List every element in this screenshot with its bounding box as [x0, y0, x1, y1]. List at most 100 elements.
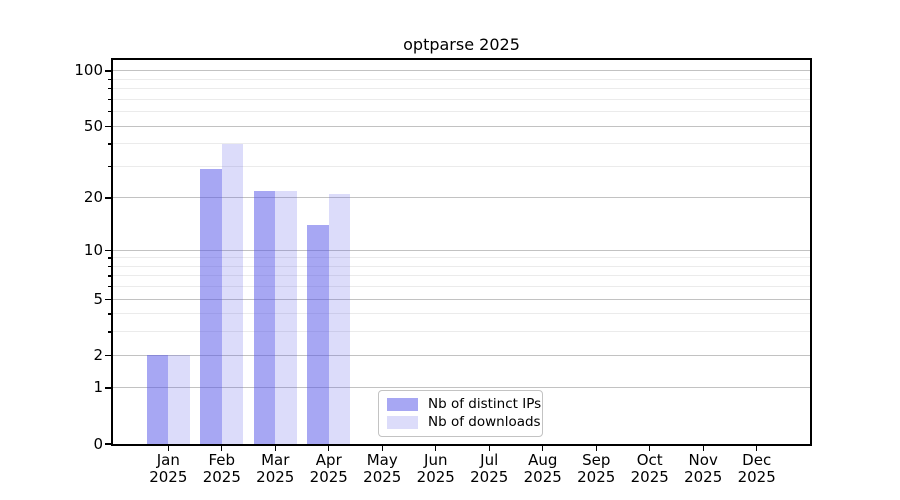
x-tick-apr	[328, 446, 330, 451]
month-label: Oct	[636, 451, 663, 469]
minor-gridline-40	[113, 143, 810, 145]
major-gridline-5	[113, 298, 810, 300]
y-minor-tick-4	[108, 313, 111, 315]
legend-item-nb-of-distinct-ips: Nb of distinct IPs	[387, 396, 541, 413]
legend-swatch-nb-of-downloads	[387, 416, 418, 429]
y-major-tick-2	[105, 354, 111, 356]
major-gridline-10	[113, 249, 810, 251]
x-tick-label-dec: Dec 2025	[715, 452, 799, 486]
month-label: Feb	[208, 451, 236, 469]
major-gridline-100	[113, 70, 810, 72]
bar-nb-of-distinct-ips-jan	[146, 355, 169, 444]
x-tick-jul	[488, 446, 490, 451]
year-label: 2025	[149, 468, 188, 486]
y-major-tick-10	[105, 249, 111, 251]
x-tick-label-mar: Mar 2025	[233, 452, 317, 486]
y-major-tick-5	[105, 298, 111, 300]
y-minor-tick-9	[108, 257, 111, 259]
bar-nb-of-downloads-mar	[275, 190, 297, 444]
minor-gridline-7	[113, 275, 810, 277]
year-label: 2025	[416, 468, 455, 486]
month-label: Jan	[156, 451, 180, 469]
month-label: Sep	[582, 451, 611, 469]
x-tick-may	[381, 446, 383, 451]
y-major-tick-0	[105, 443, 111, 445]
y-tick-label-1: 1	[93, 378, 103, 397]
minor-gridline-8	[113, 265, 810, 267]
x-tick-oct	[649, 446, 651, 451]
year-label: 2025	[630, 468, 669, 486]
legend-item-nb-of-downloads: Nb of downloads	[387, 414, 541, 431]
year-label: 2025	[470, 468, 509, 486]
bar-nb-of-distinct-ips-apr	[307, 225, 329, 444]
y-major-tick-1	[105, 387, 111, 389]
month-label: Aug	[528, 451, 558, 469]
x-tick-sep	[595, 446, 597, 451]
minor-gridline-4	[113, 313, 810, 315]
y-minor-tick-3	[108, 331, 111, 333]
x-tick-label-sep: Sep 2025	[554, 452, 638, 486]
y-tick-label-2: 2	[93, 345, 103, 364]
legend-label-nb-of-distinct-ips: Nb of distinct IPs	[428, 396, 542, 412]
x-tick-label-jan: Jan 2025	[126, 452, 210, 486]
x-tick-label-may: May 2025	[340, 452, 424, 486]
x-tick-feb	[221, 446, 223, 451]
minor-gridline-80	[113, 88, 810, 90]
x-tick-label-jun: Jun 2025	[394, 452, 478, 486]
month-label: Dec	[742, 451, 772, 469]
x-tick-label-nov: Nov 2025	[661, 452, 745, 486]
y-major-tick-50	[105, 125, 111, 127]
x-tick-aug	[542, 446, 544, 451]
bar-nb-of-downloads-feb	[221, 143, 244, 444]
y-minor-tick-90	[108, 78, 111, 81]
legend-label-nb-of-downloads: Nb of downloads	[428, 414, 541, 430]
month-label: Jul	[480, 451, 499, 469]
month-label: Apr	[315, 451, 342, 469]
y-minor-tick-40	[108, 143, 111, 145]
y-minor-tick-30	[108, 165, 111, 168]
y-minor-tick-7	[108, 275, 111, 277]
major-gridline-1	[113, 387, 810, 389]
x-tick-label-apr: Apr 2025	[287, 452, 371, 486]
x-tick-nov	[702, 446, 704, 451]
month-label: Jun	[424, 451, 448, 469]
month-label: May	[366, 451, 398, 469]
year-label: 2025	[309, 468, 348, 486]
y-tick-label-10: 10	[83, 240, 103, 259]
bar-nb-of-distinct-ips-feb	[200, 169, 222, 444]
minor-gridline-9	[113, 257, 810, 259]
chart-title: optparse 2025	[403, 35, 520, 54]
x-tick-jan	[167, 446, 169, 451]
year-label: 2025	[737, 468, 776, 486]
minor-gridline-3	[113, 331, 810, 333]
x-tick-dec	[756, 446, 758, 451]
x-tick-jun	[435, 446, 437, 451]
minor-gridline-30	[113, 165, 810, 167]
year-label: 2025	[256, 468, 295, 486]
legend: Nb of distinct IPs Nb of downloads	[378, 390, 543, 437]
bar-nb-of-distinct-ips-mar	[253, 190, 276, 444]
y-tick-label-20: 20	[83, 188, 103, 207]
y-minor-tick-70	[108, 98, 111, 101]
year-label: 2025	[202, 468, 241, 486]
x-tick-label-aug: Aug 2025	[501, 452, 585, 486]
y-minor-tick-6	[108, 286, 111, 288]
y-major-tick-20	[105, 197, 111, 199]
month-label: Mar	[261, 451, 290, 469]
x-tick-mar	[274, 446, 276, 451]
month-label: Nov	[688, 451, 718, 469]
y-tick-label-50: 50	[83, 116, 103, 135]
major-gridline-50	[113, 125, 810, 127]
minor-gridline-90	[113, 78, 810, 80]
minor-gridline-6	[113, 286, 810, 288]
year-label: 2025	[684, 468, 723, 486]
year-label: 2025	[363, 468, 402, 486]
legend-swatch-nb-of-distinct-ips	[387, 398, 418, 411]
minor-gridline-70	[113, 98, 810, 100]
y-minor-tick-8	[108, 265, 111, 268]
y-tick-label-5: 5	[93, 289, 103, 308]
bar-nb-of-downloads-apr	[328, 194, 351, 444]
x-tick-label-jul: Jul 2025	[447, 452, 531, 486]
x-tick-label-oct: Oct 2025	[608, 452, 692, 486]
